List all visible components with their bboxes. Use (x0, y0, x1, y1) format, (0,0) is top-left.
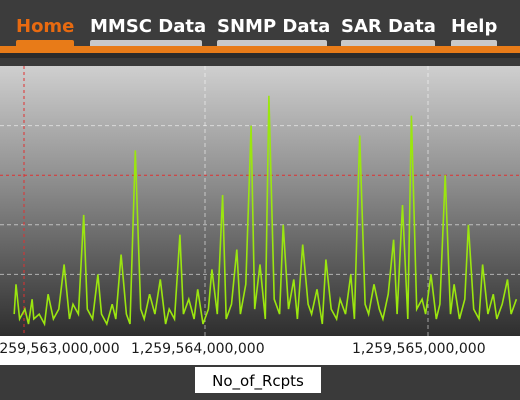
nav-mmsc-data-label: MMSC Data (90, 16, 207, 37)
tab-underline (341, 40, 435, 46)
chart-footer: No_of_Rcpts (0, 365, 520, 400)
line-chart[interactable] (0, 66, 520, 336)
series-line-no_of_rcpts (13, 95, 518, 327)
chart-area[interactable] (0, 66, 520, 336)
tab-underline (90, 40, 202, 46)
tab-underline (451, 40, 497, 46)
top-navbar: Home MMSC Data SNMP Data SAR Data Help (0, 0, 520, 58)
nav-mmsc-data-tab[interactable]: MMSC Data (90, 12, 206, 46)
legend-label: No_of_Rcpts (212, 372, 304, 390)
nav-snmp-data-label: SNMP Data (217, 16, 331, 37)
x-tick-label: 1,259,563,000,000 (0, 341, 120, 357)
nav-help-tab[interactable]: Help (451, 12, 497, 46)
nav-home-label: Home (16, 16, 75, 37)
series-layer (13, 95, 518, 327)
nav-snmp-data-tab[interactable]: SNMP Data (217, 12, 331, 46)
tab-underline (16, 40, 74, 46)
x-tick-label: 1,259,565,000,000 (352, 341, 486, 357)
nav-accent-bar (0, 46, 520, 53)
nav-shadow-strip (0, 53, 520, 58)
x-axis: 1,259,563,000,000 1,259,564,000,000 1,25… (0, 336, 520, 365)
nav-sar-data-tab[interactable]: SAR Data (341, 12, 436, 46)
nav-help-label: Help (451, 16, 498, 37)
x-tick-label: 1,259,564,000,000 (131, 341, 265, 357)
nav-home-tab[interactable]: Home (16, 12, 74, 46)
plot-background (0, 66, 520, 336)
tab-underline (217, 40, 327, 46)
legend-item[interactable]: No_of_Rcpts (195, 367, 321, 393)
nav-sar-data-label: SAR Data (341, 16, 436, 37)
